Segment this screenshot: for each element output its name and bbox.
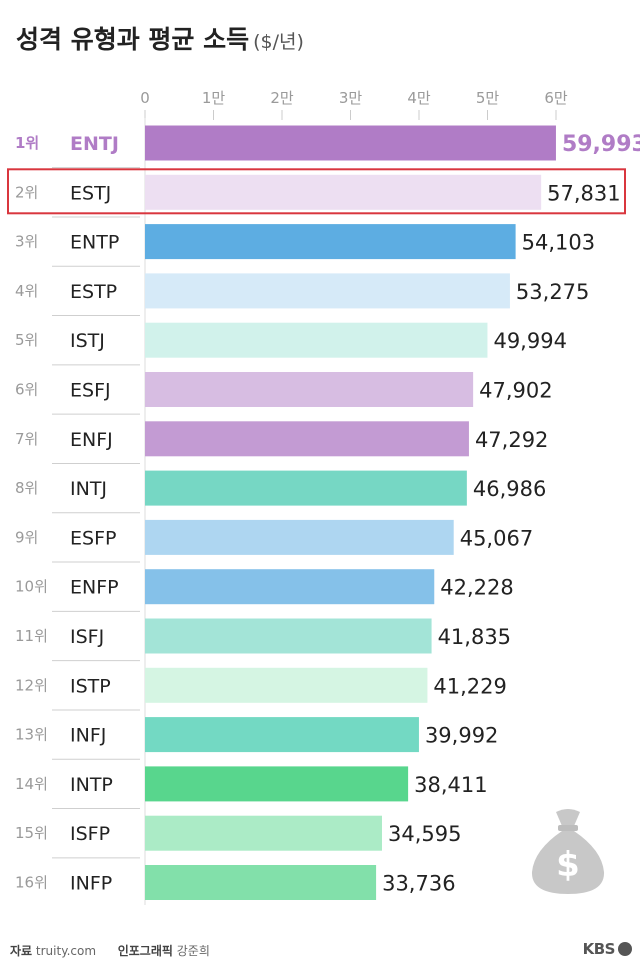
value-label: 45,067 (460, 526, 533, 550)
rank-label: 5위 (15, 331, 38, 349)
svg-text:$: $ (556, 845, 580, 885)
value-label: 34,595 (388, 822, 461, 846)
type-label: ENTP (70, 232, 119, 254)
value-label: 41,835 (438, 625, 511, 649)
axis-tick-label-5: 5만 (476, 89, 500, 107)
title-unit: ($/년) (253, 31, 304, 53)
rank-label: 6위 (15, 381, 38, 399)
bar-isfp (145, 815, 382, 851)
bar-enfj (145, 421, 469, 457)
value-label: 59,993 (562, 132, 640, 157)
rank-label: 16위 (15, 874, 48, 892)
value-label: 38,411 (414, 773, 487, 797)
bar-infj (145, 717, 419, 753)
rank-label: 1위 (15, 134, 39, 152)
axis-tick-label-3: 3만 (339, 89, 363, 107)
value-label: 49,994 (493, 329, 566, 353)
type-label: ISTJ (70, 330, 105, 352)
bar-entp (145, 224, 516, 260)
type-label: ISFP (70, 823, 110, 845)
bar-istp (145, 667, 428, 703)
type-label: ENFP (70, 577, 119, 599)
type-label: ENTJ (70, 133, 119, 155)
value-label: 53,275 (516, 280, 589, 304)
bar-entj (145, 125, 556, 161)
rank-label: 11위 (15, 627, 48, 645)
graphic-label: 인포그래픽 (117, 944, 173, 958)
value-label: 41,229 (433, 674, 506, 698)
bar-intp (145, 766, 409, 802)
rank-label: 12위 (15, 676, 48, 694)
axis-tick-label-2: 2만 (270, 89, 294, 107)
type-label: INTJ (70, 478, 107, 500)
value-label: 54,103 (522, 231, 595, 255)
graphic-author: 강준희 (176, 944, 210, 958)
value-label: 47,292 (475, 428, 548, 452)
value-label: 46,986 (473, 477, 546, 501)
footer-credits: 자료 truity.com 인포그래픽 강준희 (10, 942, 210, 959)
type-label: ESFP (70, 527, 116, 549)
rank-label: 13위 (15, 726, 48, 744)
value-label: 33,736 (382, 872, 455, 896)
bar-chart: 0 1만 2만 3만 4만 5만 6만 1위 ENTJ 59,993 2위 ESTJ 57,831 3위 E… (7, 89, 640, 905)
bar-estj (145, 174, 542, 210)
axis-tick-label-1: 1만 (202, 89, 226, 107)
type-label: ESTP (70, 281, 117, 303)
axis-tick-label-6: 6만 (544, 89, 568, 107)
bar-infp (145, 865, 377, 900)
rank-label: 10위 (15, 578, 48, 596)
highlight-box (7, 168, 626, 215)
rank-label: 8위 (15, 479, 38, 497)
rank-label: 14위 (15, 775, 48, 793)
type-label: INFJ (70, 725, 106, 747)
bar-esfj (145, 372, 474, 407)
rank-label: 2위 (15, 183, 38, 201)
bar-isfj (145, 618, 432, 654)
type-label: ISTP (70, 675, 111, 697)
value-label: 39,992 (425, 724, 498, 748)
source-label: 자료 (10, 944, 33, 958)
type-label: INFP (70, 873, 112, 895)
type-label: ESFJ (70, 380, 111, 402)
money-bag-icon: $ (531, 809, 605, 894)
value-label: 42,228 (440, 576, 513, 600)
bar-esfp (145, 519, 454, 555)
type-label: INTP (70, 774, 113, 796)
logo-text: KBS (582, 940, 616, 958)
bar-intj (145, 470, 467, 506)
type-label: ISFJ (70, 626, 104, 648)
type-label: ESTJ (70, 182, 111, 204)
axis-tick-label-4: 4만 (407, 89, 431, 107)
source-text: truity.com (35, 944, 97, 958)
value-label: 47,902 (479, 379, 552, 403)
bar-enfp (145, 569, 435, 605)
kbs-logo: KBS (583, 940, 632, 958)
value-label: 57,831 (547, 181, 620, 205)
title-text: 성격 유형과 평균 소득 (16, 25, 250, 54)
bar-estp (145, 273, 510, 309)
rank-label: 3위 (15, 233, 38, 251)
chart-title: 성격 유형과 평균 소득 ($/년) (16, 20, 304, 56)
rank-label: 4위 (15, 282, 38, 300)
rank-label: 15위 (15, 824, 48, 842)
logo-dot-icon (618, 942, 632, 956)
type-label: ENFJ (70, 429, 113, 451)
rank-label: 9위 (15, 528, 38, 546)
rank-label: 7위 (15, 430, 38, 448)
bar-istj (145, 322, 488, 358)
axis-tick-label-0: 0 (140, 89, 150, 107)
